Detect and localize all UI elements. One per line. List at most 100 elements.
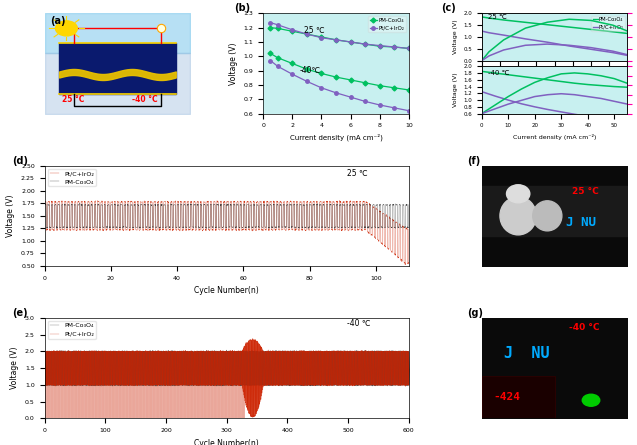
Pt/C+IrO₂ (390, 44, 398, 50)
PM-Co₃O₄ (181, 382, 189, 387)
Ellipse shape (533, 201, 562, 231)
Text: 25 ℃: 25 ℃ (304, 26, 325, 35)
PM-Co₃O₄ (75, 201, 83, 206)
Text: -40℃: -40℃ (299, 66, 320, 75)
Pt/C+IrO₂ (347, 39, 354, 44)
PM-Co₃O₄ (289, 28, 296, 34)
Line: PM-Co₃O₄: PM-Co₃O₄ (269, 26, 411, 50)
Pt/C+IrO₂ (181, 382, 189, 388)
PM-Co₃O₄ (364, 226, 371, 231)
Text: -40 °C: -40 °C (569, 323, 599, 332)
PM-Co₃O₄ (318, 382, 326, 388)
PM-Co₃O₄ (274, 26, 282, 31)
Circle shape (582, 394, 600, 406)
Pt/C+IrO₂ (54, 382, 61, 388)
Pt/C+IrO₂ (125, 198, 132, 204)
Text: (b): (b) (234, 4, 250, 13)
PM-Co₃O₄ (222, 347, 230, 352)
Text: 25 °C: 25 °C (572, 187, 599, 196)
PM-Co₃O₄ (368, 226, 375, 231)
PM-Co₃O₄ (152, 384, 159, 389)
Pt/C+IrO₂ (263, 349, 271, 354)
Pt/C+IrO₂ (364, 229, 371, 235)
Text: (d): (d) (12, 156, 28, 166)
X-axis label: Cycle Number(n): Cycle Number(n) (194, 286, 259, 295)
Legend: PM-Co₃O₄, Pt/C+IrO₂: PM-Co₃O₄, Pt/C+IrO₂ (592, 16, 625, 31)
Legend: PM-Co₃O₄, Pt/C+IrO₂: PM-Co₃O₄, Pt/C+IrO₂ (48, 321, 96, 339)
Pt/C+IrO₂ (41, 349, 48, 354)
Pt/C+IrO₂ (270, 199, 278, 205)
Text: -424: -424 (494, 392, 520, 402)
Pt/C+IrO₂ (274, 22, 282, 28)
PM-Co₃O₄ (41, 202, 48, 207)
PM-Co₃O₄ (253, 382, 261, 388)
Line: Pt/C+IrO₂: Pt/C+IrO₂ (45, 201, 409, 265)
Y-axis label: Voltage (V): Voltage (V) (453, 20, 458, 54)
Pt/C+IrO₂ (248, 415, 256, 420)
Legend: PM-Co₃O₄, Pt/C+IrO₂: PM-Co₃O₄, Pt/C+IrO₂ (368, 16, 406, 32)
PM-Co₃O₄ (212, 349, 220, 355)
Text: (e): (e) (12, 308, 27, 318)
Text: 25 ℃: 25 ℃ (487, 14, 506, 20)
Text: J  NU: J NU (504, 346, 549, 361)
Ellipse shape (506, 185, 530, 203)
Ellipse shape (500, 197, 536, 235)
Pt/C+IrO₂ (376, 43, 383, 48)
PM-Co₃O₄ (405, 46, 413, 51)
PM-Co₃O₄ (54, 382, 61, 388)
Line: Pt/C+IrO₂: Pt/C+IrO₂ (269, 21, 411, 50)
PM-Co₃O₄ (271, 202, 278, 207)
Pt/C+IrO₂ (303, 32, 311, 37)
PM-Co₃O₄ (405, 349, 413, 354)
Polygon shape (59, 44, 176, 93)
Text: (a): (a) (50, 16, 66, 26)
Pt/C+IrO₂ (405, 349, 413, 354)
PM-Co₃O₄ (376, 44, 383, 49)
PM-Co₃O₄ (297, 202, 305, 207)
Y-axis label: Voltage (V): Voltage (V) (10, 347, 20, 389)
Pt/C+IrO₂ (405, 46, 413, 51)
PM-Co₃O₄ (347, 39, 354, 44)
PM-Co₃O₄ (267, 25, 275, 30)
PM-Co₃O₄ (303, 32, 311, 37)
Line: Pt/C+IrO₂: Pt/C+IrO₂ (45, 338, 409, 417)
FancyBboxPatch shape (482, 376, 555, 418)
Pt/C+IrO₂ (212, 349, 220, 354)
Y-axis label: Voltage (V): Voltage (V) (6, 194, 15, 237)
Line: PM-Co₃O₄: PM-Co₃O₄ (45, 350, 409, 386)
PM-Co₃O₄ (404, 225, 412, 230)
PM-Co₃O₄ (125, 225, 133, 230)
Text: (c): (c) (441, 3, 455, 13)
PM-Co₃O₄ (318, 34, 326, 40)
Pt/C+IrO₂ (333, 37, 340, 43)
Pt/C+IrO₂ (361, 41, 369, 47)
Pt/C+IrO₂ (318, 382, 326, 388)
Pt/C+IrO₂ (289, 27, 296, 32)
Pt/C+IrO₂ (253, 408, 261, 413)
Text: -40 ℃: -40 ℃ (487, 70, 509, 76)
Text: (f): (f) (467, 156, 480, 166)
X-axis label: Current density (mA cm⁻²): Current density (mA cm⁻²) (290, 134, 382, 142)
Text: -40 °C: -40 °C (132, 94, 157, 104)
Circle shape (55, 21, 77, 36)
Pt/C+IrO₂ (267, 20, 275, 25)
PM-Co₃O₄ (41, 348, 48, 353)
Pt/C+IrO₂ (318, 35, 326, 40)
PM-Co₃O₄ (382, 225, 389, 230)
PM-Co₃O₄ (390, 44, 398, 50)
Text: (g): (g) (467, 308, 483, 318)
Y-axis label: Voltage (V): Voltage (V) (453, 73, 458, 107)
Text: 25 °C: 25 °C (62, 94, 85, 104)
Pt/C+IrO₂ (336, 198, 343, 203)
Pt/C+IrO₂ (402, 262, 410, 267)
Legend: Pt/C+IrO₂, PM-Co₃O₄: Pt/C+IrO₂, PM-Co₃O₄ (48, 169, 96, 186)
Text: 25 ℃: 25 ℃ (347, 169, 368, 178)
Pt/C+IrO₂ (297, 198, 305, 204)
Text: -40 ℃: -40 ℃ (347, 319, 371, 328)
X-axis label: Cycle Number(n): Cycle Number(n) (194, 439, 259, 445)
Pt/C+IrO₂ (249, 336, 257, 341)
X-axis label: Current density (mA cm⁻²): Current density (mA cm⁻²) (513, 134, 596, 140)
Y-axis label: Voltage (V): Voltage (V) (229, 42, 238, 85)
Pt/C+IrO₂ (404, 261, 412, 266)
PM-Co₃O₄ (405, 202, 413, 207)
